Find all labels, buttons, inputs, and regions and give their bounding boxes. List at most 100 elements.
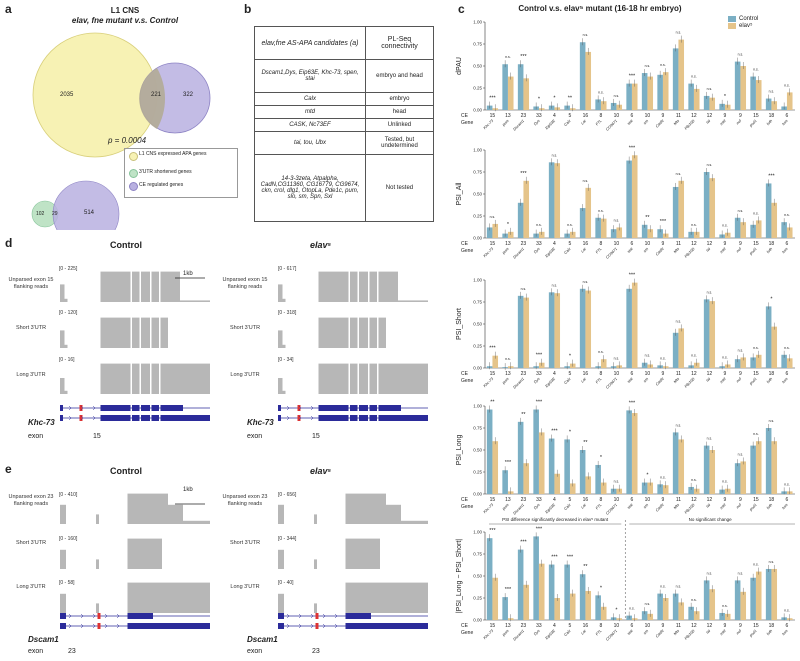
gene-label: sm [643, 377, 649, 383]
strand-arrow [104, 405, 108, 411]
gene-label: Khc-73 [483, 628, 495, 640]
coverage-block [60, 330, 65, 348]
bar-mutant [786, 358, 793, 368]
significance-label: n.s. [521, 287, 527, 291]
coverage-block [127, 582, 210, 613]
gene-label: stai [627, 119, 634, 126]
ce-value: 12 [691, 497, 697, 503]
significance-label: n.s. [536, 223, 542, 227]
bar-control [765, 568, 772, 620]
gene-label: Mts [673, 247, 680, 254]
ce-value: 10 [645, 113, 651, 119]
bar-mutant [600, 359, 607, 368]
venn2-ce-circle [52, 180, 120, 230]
y-tick-label: 0.25 [473, 596, 482, 601]
significance-label: *** [536, 353, 543, 359]
ce-value: 15 [753, 241, 759, 247]
significance-label: n.s. [691, 75, 697, 79]
significance-label: n.s. [722, 224, 728, 228]
coverage-block [282, 298, 286, 302]
ce-value: 12 [691, 371, 697, 377]
row-connectivity: Tested, but undetermined [364, 131, 435, 155]
gene-label: pod1 [748, 247, 758, 257]
coverage-block [168, 504, 183, 524]
significance-label: n.s. [691, 223, 697, 227]
coverage-block [180, 300, 210, 302]
coverage-block [60, 378, 65, 394]
bar-mutant [492, 223, 499, 238]
panel-label-e: e [5, 462, 12, 476]
ce-value: 9 [662, 113, 665, 119]
gene-row-label: Gene [461, 248, 473, 254]
bar-control [533, 409, 539, 494]
significance-label: n.s. [660, 585, 666, 589]
bar-mutant [600, 482, 607, 494]
ce-value: 9 [739, 113, 742, 119]
bar-mutant [755, 441, 762, 494]
significance-label: * [507, 222, 510, 228]
gene-exon [60, 415, 63, 421]
ce-value: 9 [662, 241, 665, 247]
significance-label: n.s. [691, 354, 697, 358]
bar-control [548, 438, 555, 494]
ce-value: 11 [676, 623, 681, 629]
gene-exon [151, 405, 159, 411]
coverage-block [369, 363, 377, 394]
legend-mutant-swatch [728, 23, 736, 29]
coverage-block [132, 271, 140, 302]
gene-label: Dscam1 [512, 503, 525, 516]
gene-label: pum [501, 377, 510, 386]
bar-mutant [492, 355, 499, 368]
bar-control [486, 538, 493, 620]
significance-label: n.s. [753, 68, 759, 72]
gene-exon [345, 623, 428, 629]
ce-value: 6 [631, 241, 634, 247]
bar-mutant [755, 354, 762, 368]
ce-value: 4 [553, 497, 556, 503]
strand-arrow [334, 415, 338, 421]
ce-row-label: CE [461, 371, 469, 377]
strand-arrow [334, 623, 338, 629]
bar-control [781, 354, 787, 368]
gene-label: Calx [563, 246, 572, 255]
gene-label: tai [705, 377, 711, 383]
gene-exon [378, 405, 401, 411]
gene-label: Khc-73 [483, 502, 495, 514]
strand-arrow [322, 613, 326, 619]
venn2-left-count: 102 [36, 211, 45, 217]
gene-label: FTL [595, 629, 603, 637]
bar-control [765, 306, 772, 368]
d-gene-name: Khc-73 [28, 418, 55, 427]
coverage-block [278, 593, 284, 613]
coverage-block [345, 493, 386, 524]
ce-value: 9 [739, 241, 742, 247]
bar-mutant [600, 101, 607, 110]
e-gene-name: Dscam1 [28, 635, 59, 644]
venn1-right-count: 322 [183, 92, 194, 98]
significance-label: n.s. [784, 482, 790, 486]
y-axis-label: |PSI_Long − PSI_Short| [456, 539, 463, 613]
gene-label: pum [501, 629, 510, 638]
e-range: [0 - 344] [278, 536, 297, 542]
ce-value: 16 [583, 623, 589, 629]
gene-label: nuf [736, 628, 743, 635]
alt-exon-marker [97, 613, 101, 619]
ce-value: 10 [645, 497, 651, 503]
gene-label: tai [705, 119, 711, 125]
coverage-block [278, 284, 283, 302]
ce-value: 16 [583, 113, 589, 119]
bar-mutant [492, 577, 499, 620]
bar-mutant [538, 432, 545, 494]
significance-label: ** [490, 400, 495, 406]
y-tick-label: 0.75 [473, 170, 482, 175]
ce-value: 13 [505, 497, 511, 503]
bar-control [533, 536, 539, 620]
bar-mutant [740, 66, 747, 110]
gene-label: sm [643, 503, 649, 509]
ce-value: 10 [645, 371, 651, 377]
coverage-block [314, 559, 317, 569]
y-tick-label: 0.75 [473, 42, 482, 47]
d-mutant-title: elav⁵ [310, 240, 332, 250]
y-tick-label: 1.00 [473, 404, 482, 409]
e-range: [0 - 410] [59, 492, 78, 498]
